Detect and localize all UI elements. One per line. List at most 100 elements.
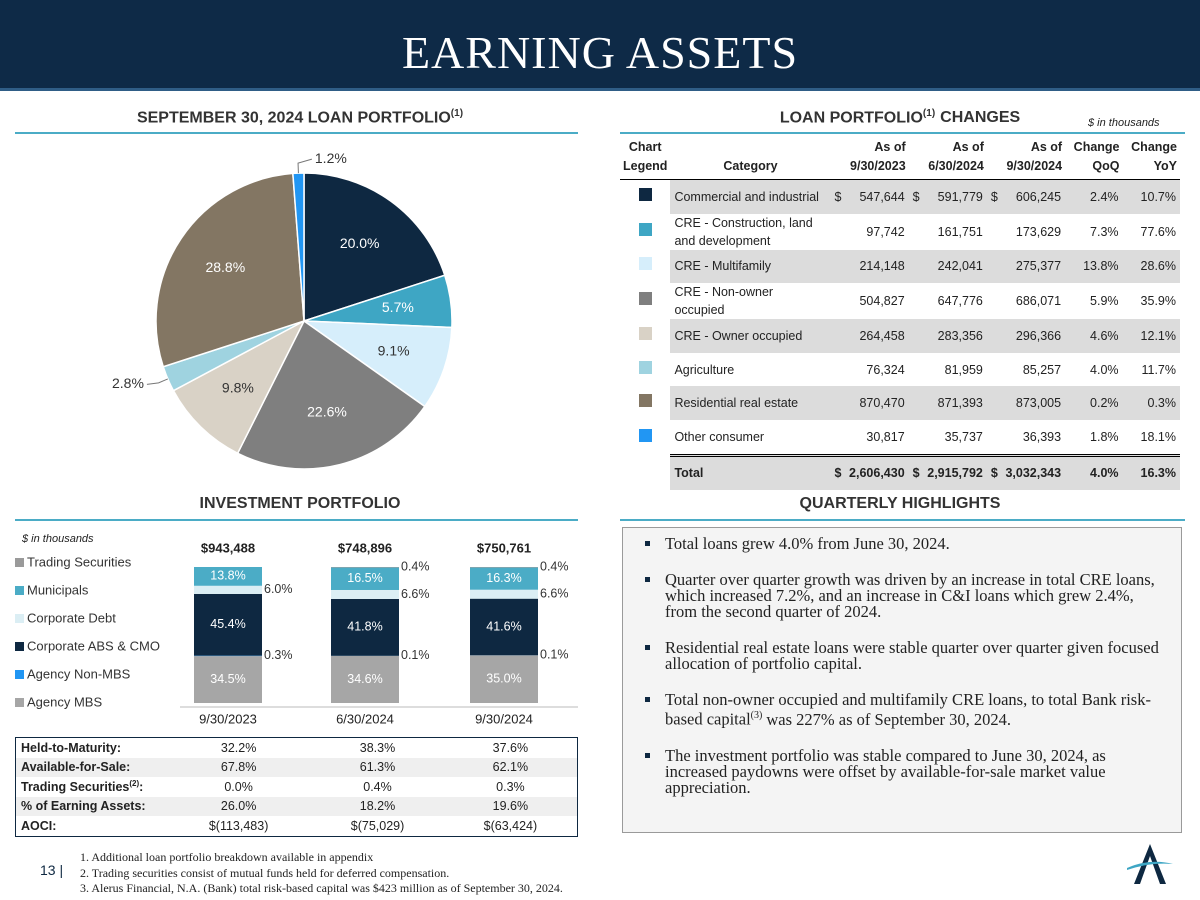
x-tick-label: 9/30/2023 [199,711,257,726]
row-label: % of Earning Assets: [15,796,166,816]
bar-segment [331,655,399,703]
bar-segment [470,655,538,703]
footnote: 3. Alerus Financial, N.A. (Bank) total r… [80,881,563,895]
slice-label: 9.1% [378,342,410,358]
table-row: Residential real estate 870,470 871,393 873… [620,386,1180,420]
value-cell: 35.9% [1140,294,1176,309]
slice-label: 22.6% [307,404,347,420]
legend-swatch [15,558,24,567]
value-cell: 4.6% [1065,319,1123,353]
section-rule [620,132,1185,134]
value-cell: 18.2% [311,796,444,816]
label-text: Held-to-Maturity: [21,740,121,755]
currency: $ [912,189,920,204]
x-tick-label: 6/30/2024 [336,711,394,726]
column-header: 9/30/2023 [830,157,909,180]
legend-swatch [15,614,24,623]
page-number: 13 | [40,862,64,878]
currency: $ [834,466,842,481]
table-row: Held-to-Maturity: 32.2% 38.3% 37.6% [16,738,578,758]
value-cell: 173,629 [1015,224,1062,239]
bar-segment [194,656,262,703]
table-row: Total $2,606,430 $2,915,792 $3,032,343 4.0% 1… [620,453,1180,491]
bar-total: $748,896 [338,540,392,555]
footnote: 1. Additional loan portfolio breakdown a… [80,850,374,864]
value-cell: 26.0% [166,796,312,816]
value-cell: 18.1% [1140,429,1176,444]
section-rule [620,519,1185,521]
column-header: Change [1131,140,1177,154]
bullet-text: was 227% as of September 30, 2024. [766,709,1012,729]
bar-segment [331,598,399,656]
column-header [670,138,830,157]
pie-title-note: (1) [450,108,464,119]
pie-slice [236,319,426,470]
bar-label: 41.6% [486,619,521,633]
pie-slice [292,172,305,322]
legend-swatch [638,187,652,201]
loan-title-note: (1) [922,108,936,119]
bar-total: $750,761 [477,540,531,555]
bar-label: 0.3% [264,648,293,662]
value-cell: 0.3% [496,779,525,794]
label-note: (2) [129,779,140,789]
bar-label: 0.1% [540,648,569,662]
value-cell: 873,005 [986,386,1066,420]
value-cell: 35,737 [944,429,983,444]
value-cell: 0.2% [1065,386,1123,420]
money: $606,245 [991,188,1061,206]
category-cell: Commercial and industrial [670,179,831,214]
value-cell: 97,742 [866,224,905,239]
bullet: Total non-owner occupied and multifamily… [643,691,1163,729]
value-cell: 62.1% [443,757,578,777]
legend-cell [620,283,670,319]
bar-label: 6.6% [540,586,569,600]
legend-swatch [638,428,652,442]
bar-segment [470,567,538,590]
slide-title: EARNING ASSETS [401,27,799,78]
bullet-marker [645,752,650,758]
bar-label: 13.8% [210,569,245,583]
slice-label: 1.2% [315,150,347,166]
value-cell: 7.3% [1090,224,1119,239]
value-cell: 5.9% [1090,294,1119,309]
row-label: AOCI: [16,816,167,836]
legend-swatch [15,698,24,707]
column-header: As of [952,140,984,154]
bar-segment [470,598,538,656]
bullet-note: (3) [750,710,763,721]
table-row: Commercial and industrial $547,644 $591,77… [620,179,1180,214]
table-row: % of Earning Assets: 26.0% 18.2% 19.6% [15,796,578,816]
header-row: Chart As of As of As of Change Change [620,138,1180,157]
money: $547,644 [834,188,904,206]
money: $2,915,792 [913,464,983,482]
column-header: Category [670,157,831,180]
value-cell: 0.0% [224,779,253,794]
value-cell: 11.7% [1141,362,1176,377]
value-cell: 10.7% [1122,179,1180,214]
leader-line [146,378,169,385]
bar-label: 35.0% [486,671,521,685]
label-text: % of Earning Assets: [21,799,146,814]
bar-label: 0.1% [401,648,430,662]
value-cell: 275,377 [986,249,1066,284]
category-cell: CRE - Multifamily [670,249,831,284]
legend-swatch [638,257,652,271]
legend-label: Agency MBS [27,694,102,709]
leader-line [297,158,313,174]
currency: $ [912,466,920,481]
value-cell: $547,644 [830,179,909,214]
value-cell: 77.6% [1140,224,1176,239]
currency: $ [990,189,998,204]
legend-label: Corporate ABS & CMO [27,638,160,653]
legend-cell [620,250,670,284]
column-header: 9/30/2024 [986,157,1066,180]
value-cell: 36,393 [1022,429,1062,444]
value-cell: 0.4% [363,779,392,794]
value-cell: $3,032,343 [986,453,1066,491]
bar-label: 0.4% [540,560,569,574]
row-label: Available-for-Sale: [15,757,166,777]
bar-label: 6.0% [264,582,293,596]
column-header: As of [1030,140,1063,154]
amount: 591,779 [937,189,983,204]
